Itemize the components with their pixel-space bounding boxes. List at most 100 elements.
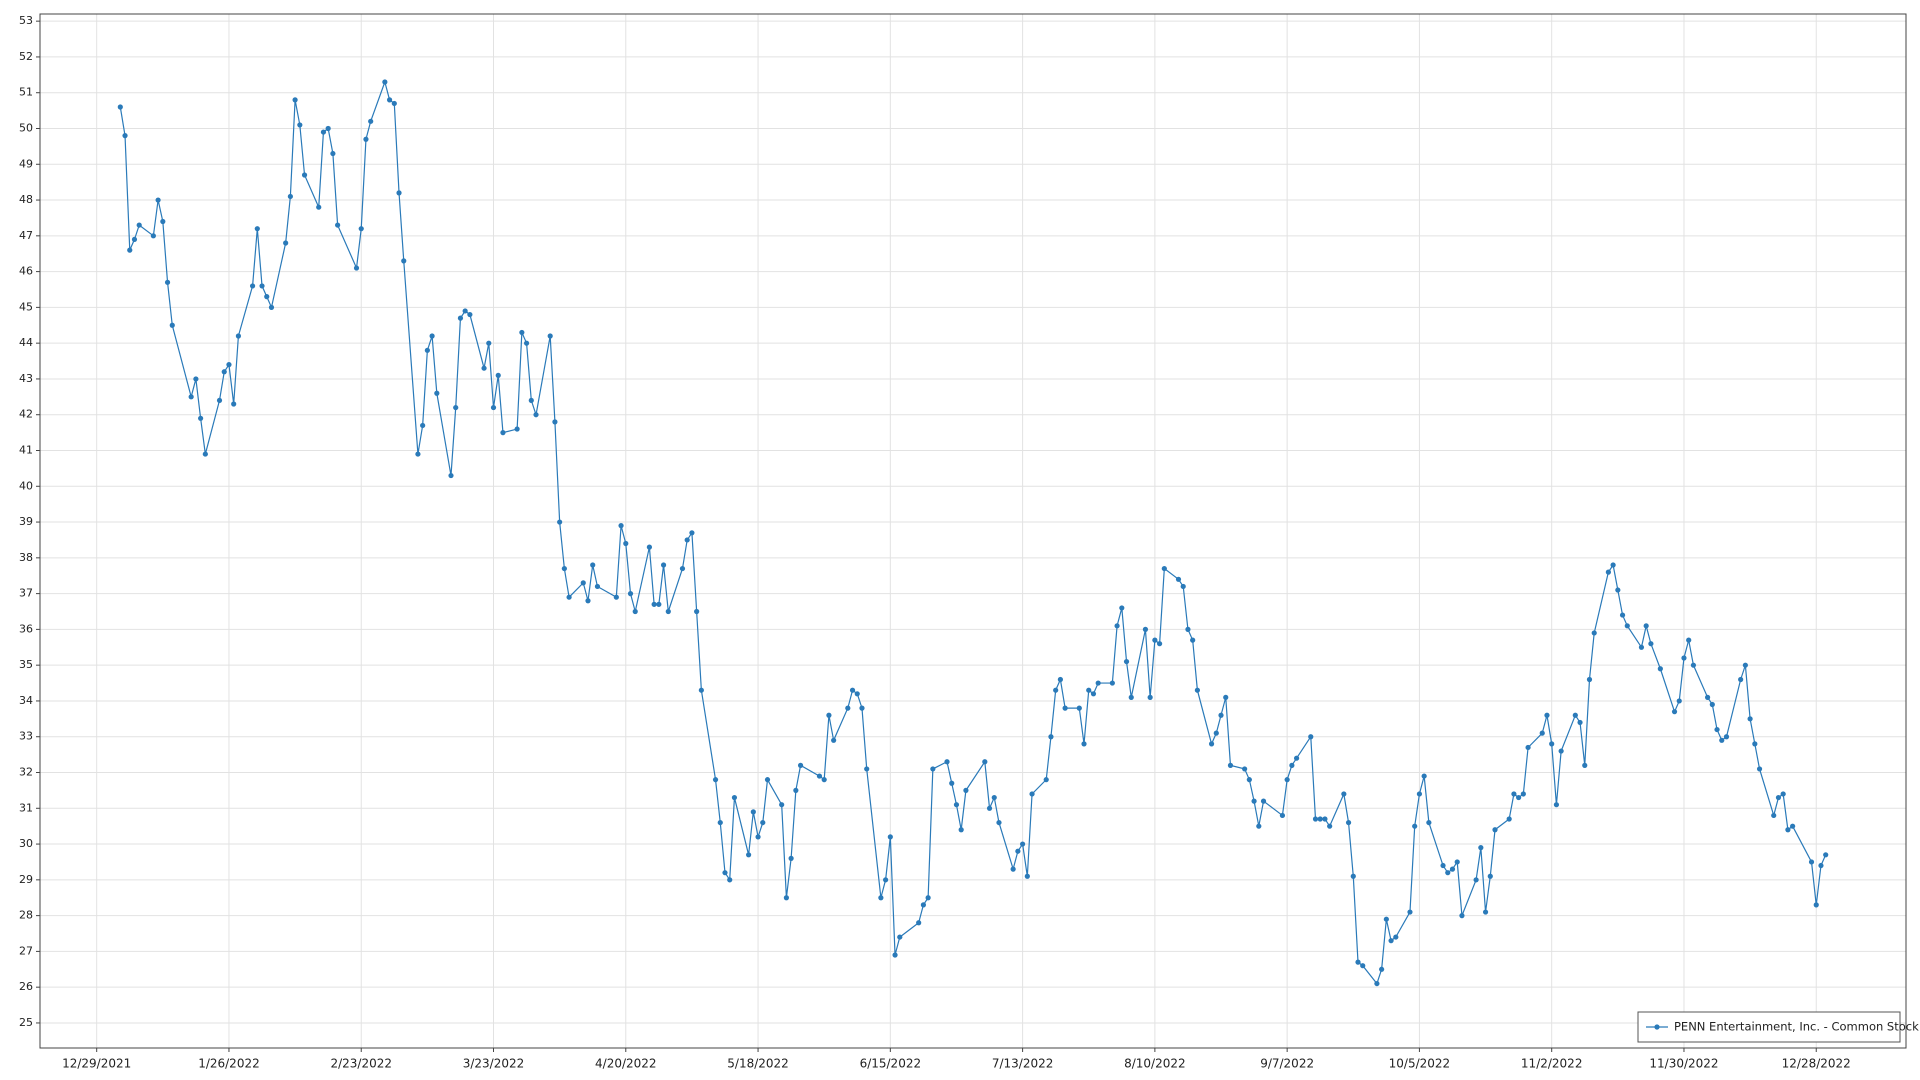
- data-point: [1421, 773, 1427, 779]
- data-point: [386, 97, 393, 103]
- data-point: [122, 133, 128, 139]
- data-point: [1218, 712, 1224, 718]
- data-point: [665, 608, 671, 615]
- data-point: [797, 762, 804, 768]
- data-point: [627, 591, 634, 597]
- data-point: [793, 787, 799, 793]
- data-point: [689, 530, 695, 536]
- data-point: [1709, 701, 1715, 708]
- data-point: [202, 451, 208, 457]
- y-tick-label: 37: [19, 587, 33, 600]
- data-point: [1322, 816, 1328, 822]
- data-point: [920, 902, 926, 908]
- data-point: [457, 315, 464, 321]
- y-tick-label: 26: [19, 980, 33, 993]
- data-point: [1090, 691, 1097, 697]
- data-point: [996, 819, 1002, 826]
- plot-frame: [39, 13, 1907, 1049]
- data-point: [1643, 623, 1649, 629]
- data-point: [1279, 812, 1286, 819]
- data-point: [1289, 762, 1295, 768]
- data-point: [660, 562, 667, 568]
- data-point: [1473, 877, 1479, 883]
- data-point: [1516, 794, 1522, 801]
- data-point: [1591, 630, 1597, 636]
- data-point: [1081, 741, 1087, 747]
- data-point: [1341, 791, 1347, 797]
- y-tick-label: 46: [19, 265, 33, 278]
- data-point: [590, 562, 596, 568]
- data-point: [325, 125, 331, 132]
- data-point: [1086, 687, 1092, 693]
- data-point: [963, 787, 969, 793]
- y-tick-label: 52: [19, 50, 33, 63]
- data-point: [1190, 637, 1196, 643]
- data-point: [1360, 963, 1366, 969]
- data-point: [1459, 913, 1465, 919]
- data-point: [117, 104, 123, 110]
- data-point: [453, 404, 459, 411]
- data-point: [1109, 680, 1115, 686]
- x-tick-label: 1/26/2022: [198, 1057, 260, 1071]
- y-tick-label: 38: [19, 551, 33, 564]
- data-point: [1043, 777, 1049, 783]
- data-point: [1024, 873, 1030, 879]
- data-point: [1704, 694, 1711, 700]
- y-tick-label: 48: [19, 193, 33, 206]
- x-tick-label: 5/18/2022: [727, 1057, 789, 1071]
- data-point: [1506, 816, 1512, 822]
- y-tick-label: 49: [19, 157, 33, 170]
- x-tick-label: 11/2/2022: [1521, 1057, 1583, 1071]
- data-point: [826, 712, 832, 718]
- data-point: [401, 258, 407, 264]
- x-tick-label: 7/13/2022: [992, 1057, 1054, 1071]
- data-point: [297, 122, 303, 128]
- data-point: [420, 422, 426, 429]
- data-point: [131, 236, 138, 243]
- data-point: [1317, 816, 1323, 822]
- data-point: [330, 150, 336, 157]
- data-point: [1785, 827, 1791, 833]
- data-point: [883, 877, 889, 883]
- data-point: [585, 598, 591, 604]
- data-point: [368, 118, 374, 124]
- data-point: [1383, 916, 1389, 922]
- data-point: [363, 136, 369, 142]
- data-point: [292, 97, 298, 103]
- data-point: [1544, 712, 1550, 718]
- data-point: [287, 193, 293, 200]
- data-point: [878, 895, 884, 901]
- x-tick-label: 3/23/2022: [463, 1057, 525, 1071]
- y-tick-label: 30: [19, 837, 33, 850]
- x-tick-label: 2/23/2022: [330, 1057, 392, 1071]
- data-point: [1388, 938, 1394, 944]
- data-point: [783, 895, 790, 901]
- data-point: [1242, 766, 1248, 772]
- data-point: [467, 311, 473, 318]
- data-point: [1048, 734, 1054, 740]
- data-point: [618, 523, 624, 529]
- data-point: [1029, 791, 1035, 797]
- data-point: [646, 544, 653, 550]
- data-point: [727, 877, 733, 883]
- data-point: [1572, 712, 1578, 718]
- data-point: [358, 226, 364, 232]
- y-tick-label: 34: [19, 694, 33, 707]
- data-point: [1690, 662, 1697, 668]
- x-tick-label: 4/20/2022: [595, 1057, 657, 1071]
- data-point: [731, 794, 738, 801]
- data-point: [623, 540, 629, 547]
- data-point: [1676, 698, 1682, 704]
- data-point: [1780, 791, 1786, 797]
- data-point: [764, 777, 771, 783]
- data-point: [892, 952, 898, 958]
- y-tick-label: 25: [19, 1016, 33, 1029]
- data-point: [429, 333, 435, 339]
- data-point: [1714, 726, 1720, 733]
- data-point: [1742, 662, 1748, 668]
- data-point: [694, 608, 700, 615]
- data-point: [864, 766, 870, 772]
- data-point: [944, 759, 950, 765]
- data-point: [1723, 734, 1730, 740]
- data-point: [514, 426, 520, 432]
